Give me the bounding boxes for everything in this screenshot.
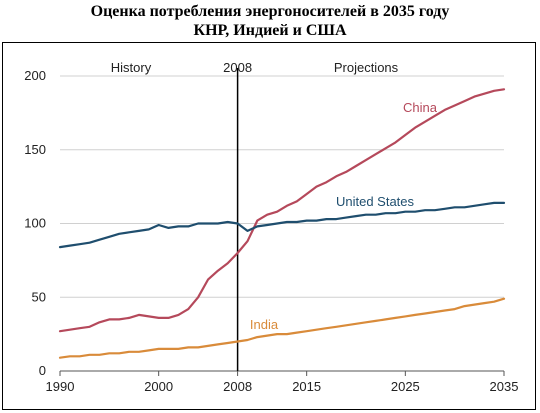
y-tick-label-100: 100 xyxy=(24,216,46,231)
gridlines xyxy=(60,75,504,298)
chart-labels: History 2008 Projections China United States… xyxy=(111,60,438,332)
region-label-history: History xyxy=(111,60,152,75)
chart-frame xyxy=(2,42,536,410)
series-line-china xyxy=(58,88,506,333)
series-label-china: China xyxy=(403,100,438,115)
chart-title-line-2: КНР, Индией и США xyxy=(193,22,347,39)
region-label-projections: Projections xyxy=(334,60,399,75)
x-tick-label-2008: 2008 xyxy=(223,379,252,394)
chart-title-line-1: Оценка потребления энергоносителей в 203… xyxy=(90,3,450,20)
y-tick-label-50: 50 xyxy=(32,289,46,304)
region-label-divider: 2008 xyxy=(223,60,252,75)
x-tick-label-1990: 1990 xyxy=(46,379,75,394)
y-tick-label-150: 150 xyxy=(24,142,46,157)
y-tick-label-0: 0 xyxy=(39,363,46,378)
series-lines xyxy=(58,88,506,359)
x-tick-label-2025: 2025 xyxy=(391,379,420,394)
x-tick-label-2035: 2035 xyxy=(490,379,519,394)
series-label-united-states: United States xyxy=(336,194,415,209)
axes: 0 50 100 150 200 1990 2000 2008 2015 2025 2035 xyxy=(24,68,518,394)
x-tick-label-2015: 2015 xyxy=(292,379,321,394)
x-tick-label-2000: 2000 xyxy=(144,379,173,394)
y-tick-label-200: 200 xyxy=(24,68,46,83)
series-line-india xyxy=(58,297,506,359)
chart-title: Оценка потребления энергоносителей в 203… xyxy=(0,2,540,40)
series-label-india: India xyxy=(250,317,279,332)
series-line-united-states xyxy=(58,201,506,249)
